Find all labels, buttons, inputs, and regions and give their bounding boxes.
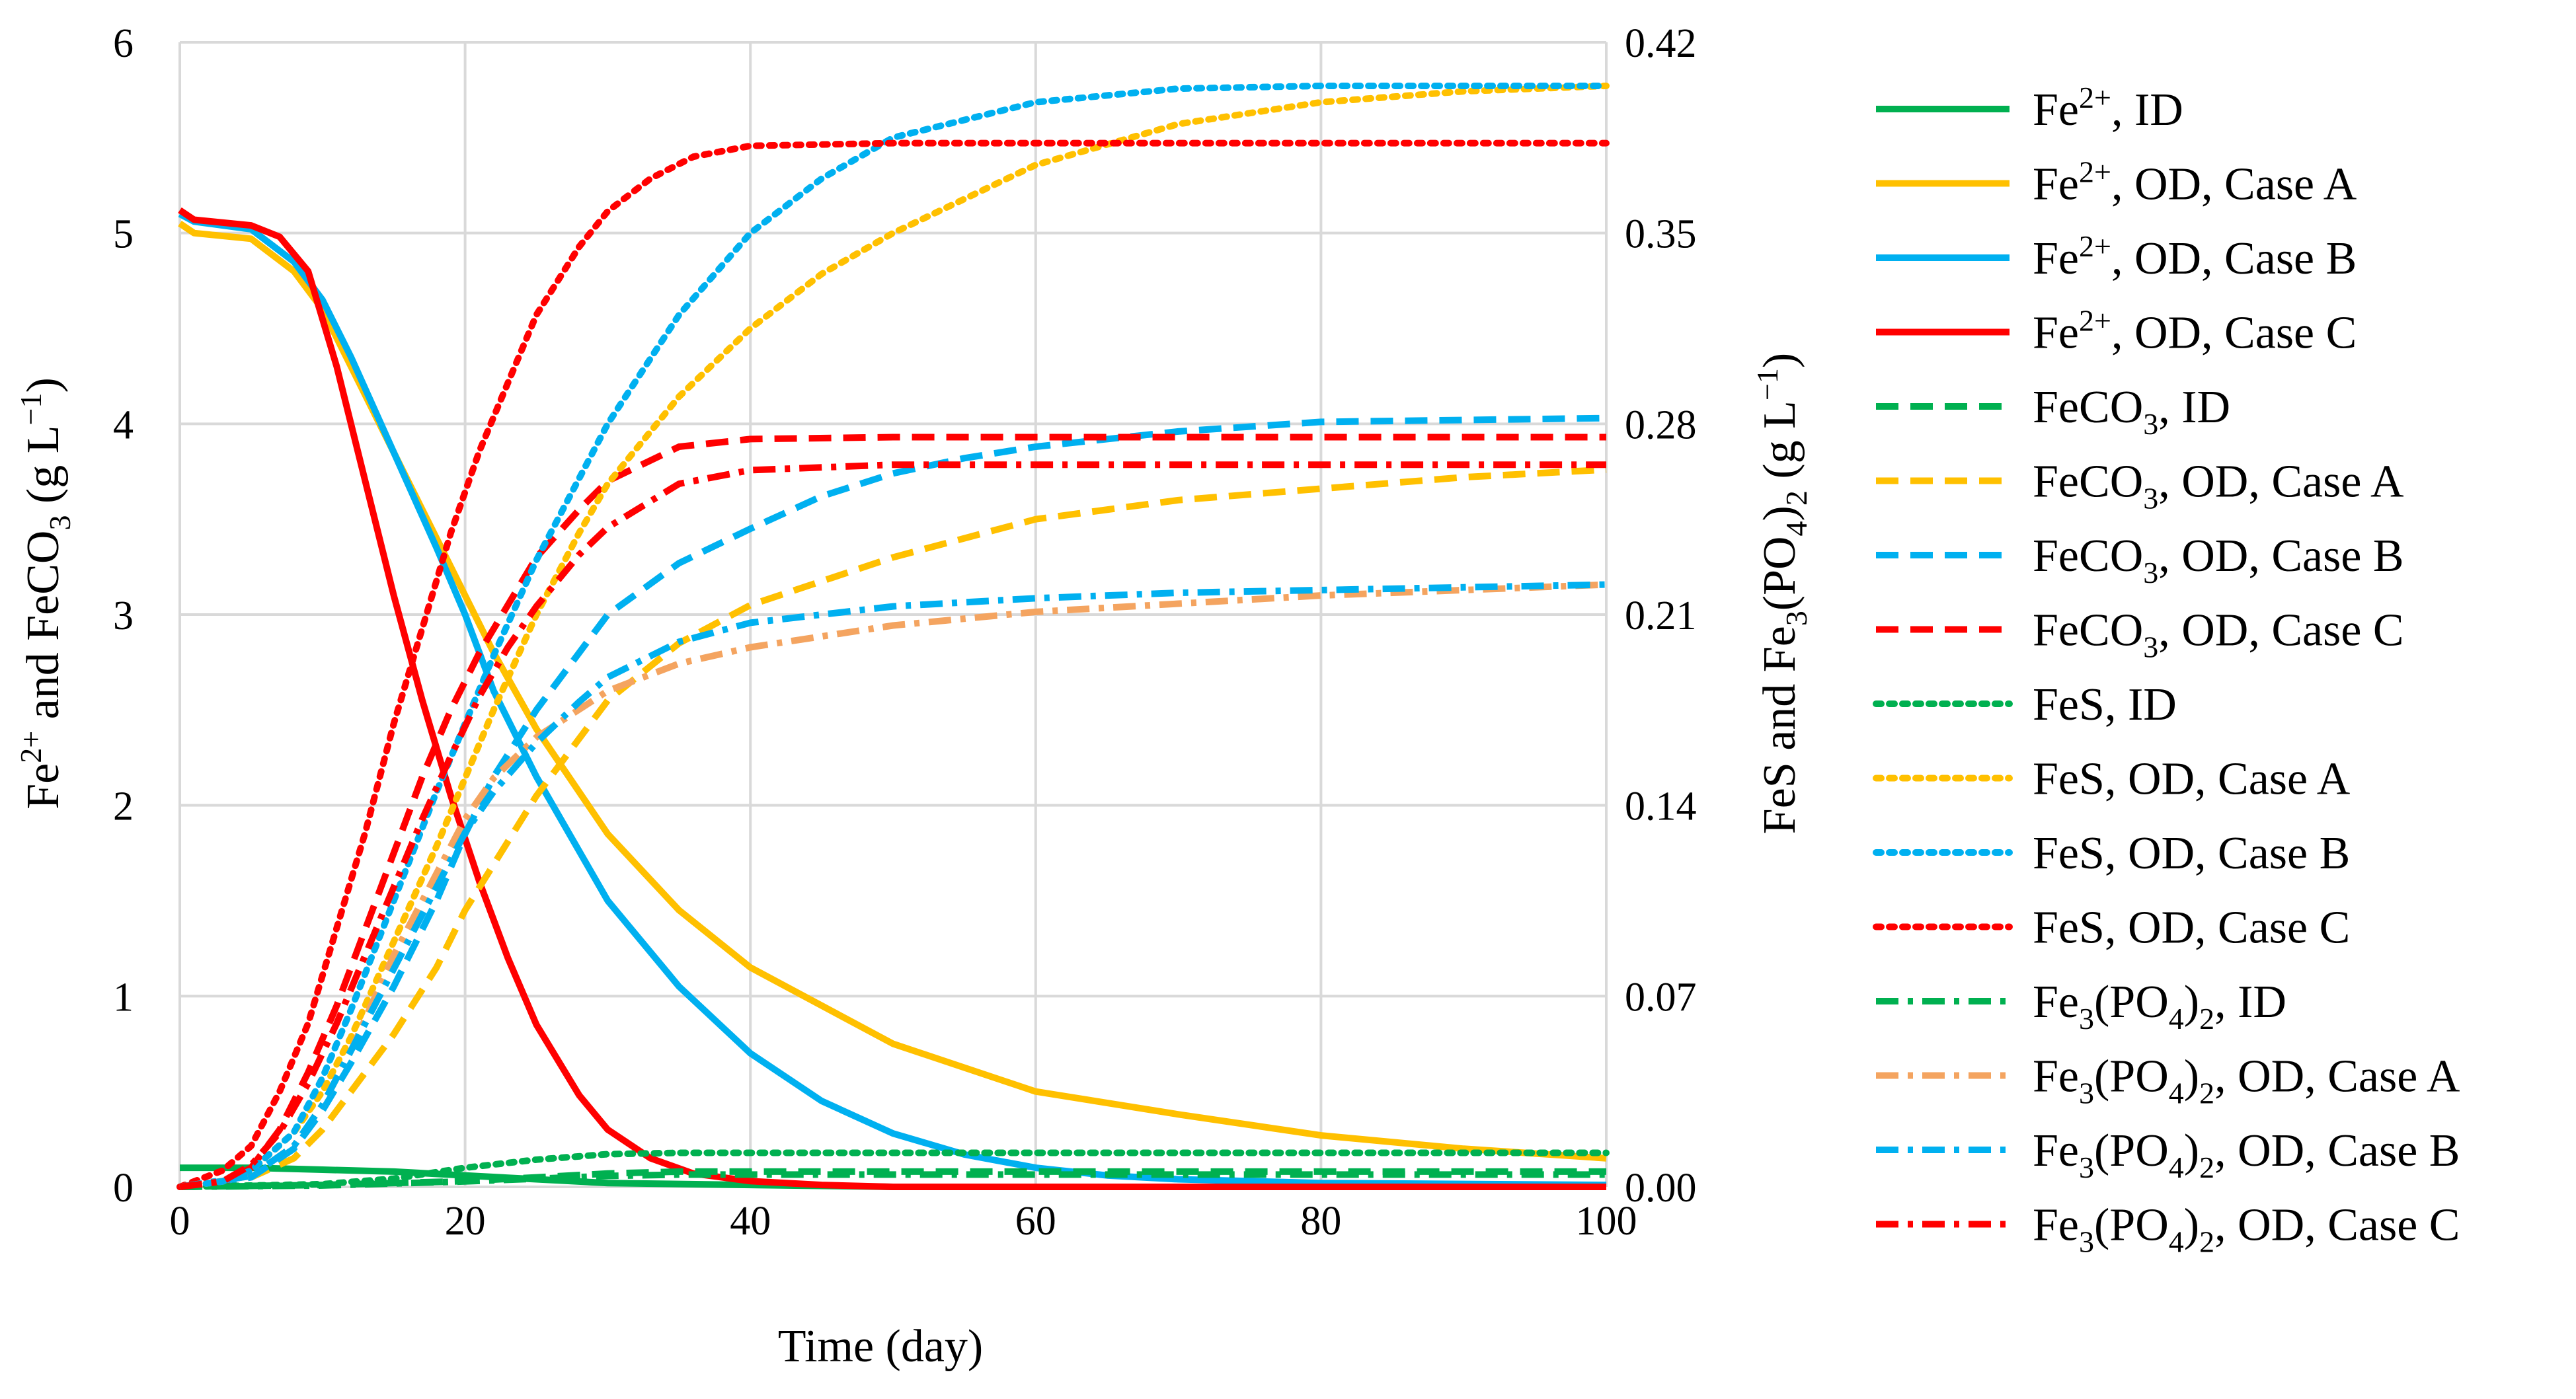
legend-item: FeCO3, ID [1876, 382, 2230, 441]
series-line-12 [176, 139, 1610, 1190]
legend-label: FeS, OD, Case A [2033, 754, 2351, 805]
y-left-tick-label: 1 [113, 975, 134, 1020]
legend-item: Fe2+, OD, Case B [1876, 229, 2357, 284]
legend-item: FeCO3, OD, Case B [1876, 531, 2404, 589]
y-right-tick-label: 0.21 [1625, 593, 1697, 638]
y-right-axis-ticks: 0.00 0.07 0.14 0.21 0.28 0.35 0.42 [1625, 21, 1697, 1211]
grid [178, 41, 1608, 1188]
legend-label: Fe2+, ID [2033, 81, 2183, 135]
legend-label: Fe3(PO4)2, OD, Case C [2033, 1200, 2460, 1259]
y-right-tick-label: 0.00 [1625, 1166, 1697, 1211]
legend-item: Fe2+, OD, Case A [1876, 155, 2357, 210]
legend-item: FeS, OD, Case C [1873, 903, 2350, 954]
y-left-tick-label: 5 [113, 212, 134, 257]
x-tick-label: 20 [445, 1199, 486, 1244]
y-right-tick-label: 0.07 [1625, 975, 1697, 1020]
legend-item: Fe3(PO4)2, OD, Case C [1876, 1200, 2460, 1259]
y-right-tick-label: 0.28 [1625, 402, 1697, 447]
y-right-tick-label: 0.42 [1625, 21, 1697, 66]
legend-item: Fe2+, OD, Case C [1876, 304, 2357, 359]
legend-item: Fe3(PO4)2, OD, Case A [1876, 1051, 2460, 1110]
series-line-10 [176, 83, 1610, 1190]
legend-item: FeS, OD, Case A [1873, 754, 2351, 805]
legend-label: Fe3(PO4)2, OD, Case B [2033, 1125, 2460, 1184]
series-line-11 [176, 83, 1610, 1190]
x-tick-label: 80 [1300, 1199, 1341, 1244]
series-line-9 [176, 1149, 1610, 1190]
legend-label: FeS, ID [2033, 679, 2177, 730]
legend-label: FeS, OD, Case B [2033, 828, 2350, 879]
legend-label: Fe2+, OD, Case B [2033, 229, 2357, 284]
x-tick-label: 0 [170, 1199, 190, 1244]
x-axis-ticks: 0 20 40 60 80 100 [170, 1199, 1637, 1244]
legend-item: Fe3(PO4)2, OD, Case B [1876, 1125, 2460, 1184]
legend-label: FeCO3, OD, Case B [2033, 531, 2404, 589]
y-left-tick-label: 3 [113, 593, 134, 638]
legend-label: Fe2+, OD, Case C [2033, 304, 2357, 359]
series-layer [176, 83, 1610, 1190]
series-line-3 [178, 211, 1607, 1189]
y-right-axis-title: FeS and Fe3(PO4)2 (g L−1) [1750, 353, 1813, 834]
y-left-tick-label: 6 [113, 21, 134, 66]
legend-item: FeS, ID [1873, 679, 2177, 730]
legend-label: Fe2+, OD, Case A [2033, 155, 2357, 210]
legend-label: FeCO3, OD, Case A [2033, 457, 2404, 515]
series-line-16 [179, 461, 1606, 1190]
y-left-tick-label: 0 [113, 1166, 134, 1211]
y-left-tick-label: 4 [113, 402, 134, 447]
y-right-tick-label: 0.35 [1625, 212, 1697, 257]
x-tick-label: 40 [730, 1199, 771, 1244]
legend-item: Fe2+, ID [1876, 81, 2183, 135]
x-axis-title: Time (day) [778, 1321, 983, 1372]
series-line-15 [179, 581, 1607, 1190]
x-tick-label: 100 [1576, 1199, 1637, 1244]
legend-item: Fe3(PO4)2, ID [1876, 977, 2286, 1036]
legend-label: FeCO3, ID [2033, 382, 2230, 441]
series-line-8 [179, 434, 1606, 1190]
series-line-6 [179, 466, 1607, 1190]
y-left-axis-ticks: 0 1 2 3 4 5 6 [113, 21, 134, 1211]
y-left-tick-label: 2 [113, 784, 134, 829]
legend-item: FeS, OD, Case B [1873, 828, 2350, 879]
legend-item: FeCO3, OD, Case C [1876, 605, 2404, 664]
legend-label: Fe3(PO4)2, ID [2033, 977, 2286, 1036]
legend-label: FeCO3, OD, Case C [2033, 605, 2404, 664]
y-left-axis-title: Fe2+ and FeCO3 (g L−1) [14, 377, 77, 810]
series-line-13 [179, 1171, 1606, 1190]
legend-label: FeS, OD, Case C [2033, 903, 2350, 954]
y-right-tick-label: 0.14 [1625, 784, 1697, 829]
x-tick-label: 60 [1015, 1199, 1056, 1244]
series-line-2 [178, 221, 1607, 1162]
legend-item: FeCO3, OD, Case A [1876, 457, 2404, 515]
legend-label: Fe3(PO4)2, OD, Case A [2033, 1051, 2460, 1110]
legend: Fe2+, ID Fe2+, OD, Case A Fe2+, OD, Case B… [1873, 81, 2460, 1259]
series-line-7 [179, 414, 1607, 1190]
